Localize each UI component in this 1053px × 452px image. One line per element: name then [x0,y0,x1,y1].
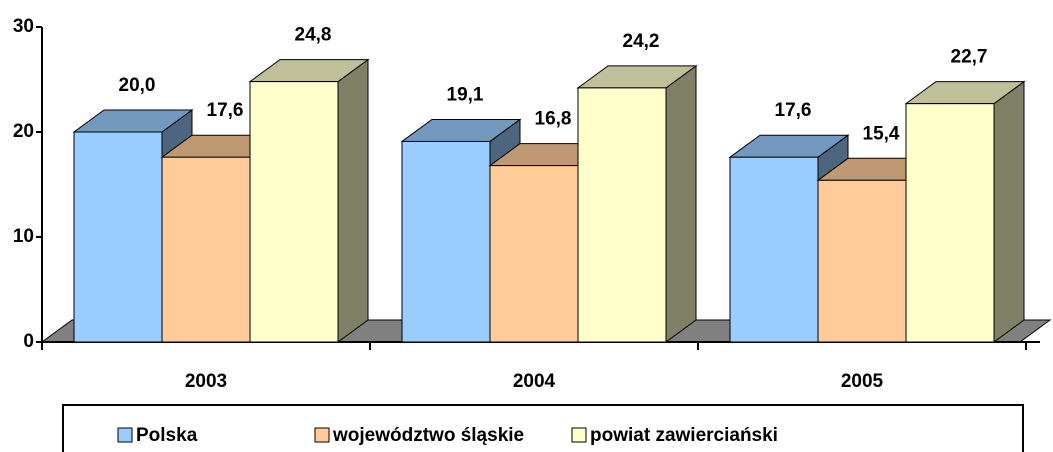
value-label: 17,6 [207,100,244,121]
y-tick-label: 10 [13,226,34,247]
value-label: 20,0 [119,75,156,96]
bar [73,131,163,343]
bar [401,140,491,343]
value-label: 22,7 [951,47,988,68]
legend-label: województwo śląskie [332,425,524,446]
y-tick-label: 20 [13,121,34,142]
legend [62,404,1024,452]
value-label: 19,1 [447,84,484,105]
bar [249,81,339,343]
value-label: 16,8 [535,109,572,130]
y-tick-label: 0 [23,331,34,352]
legend-swatch [571,427,587,443]
bar [817,179,907,343]
legend-label: Polska [136,425,198,446]
bar-side [665,64,697,343]
bar [161,156,251,343]
value-label: 15,4 [863,123,900,144]
x-tick-label: 2003 [185,371,227,392]
x-tick-label: 2005 [841,371,884,392]
y-tick-label: 30 [13,16,34,37]
legend-label: powiat zawierciański [590,425,778,446]
bar [489,165,579,343]
value-label: 24,8 [295,25,332,46]
x-tick-label: 2004 [513,371,556,392]
bar [905,103,995,343]
value-label: 24,2 [623,31,660,52]
bar [577,87,667,343]
bar-side [993,80,1025,343]
legend-swatch [117,427,133,443]
bar-side [337,58,369,343]
bar [729,156,819,343]
value-label: 17,6 [775,100,812,121]
legend-swatch [314,427,330,443]
